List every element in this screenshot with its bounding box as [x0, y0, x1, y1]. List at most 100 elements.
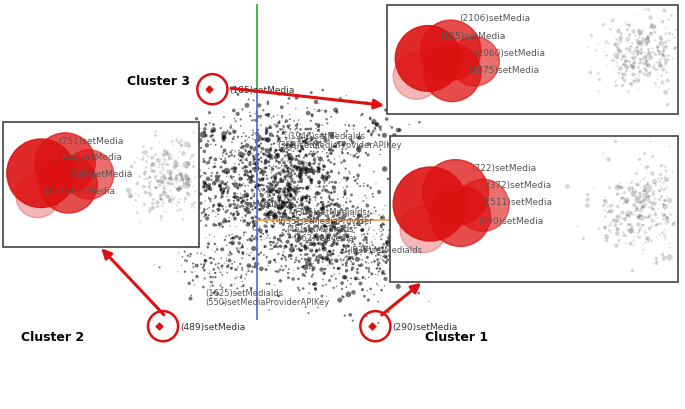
- Point: [255, 166, 266, 172]
- Point: [177, 179, 188, 185]
- Point: [279, 149, 290, 155]
- Point: [236, 141, 247, 147]
- Point: [296, 240, 307, 247]
- Point: [242, 220, 253, 226]
- Point: [304, 265, 315, 272]
- Point: [146, 162, 157, 169]
- Point: [290, 204, 301, 210]
- Point: [237, 160, 248, 166]
- Point: [630, 45, 641, 51]
- Point: [306, 149, 316, 155]
- Point: [255, 201, 266, 208]
- Point: [366, 216, 377, 223]
- Point: [648, 260, 659, 266]
- Point: [150, 173, 161, 180]
- Point: [329, 234, 340, 240]
- Point: [340, 122, 351, 129]
- Point: [298, 194, 309, 201]
- Point: [621, 64, 632, 70]
- Point: [150, 174, 161, 181]
- Point: [342, 175, 353, 182]
- Point: [163, 161, 174, 168]
- Point: [634, 61, 645, 67]
- Point: [294, 169, 305, 175]
- Point: [325, 190, 336, 196]
- Point: [644, 64, 655, 70]
- Point: [164, 174, 175, 180]
- Point: [279, 254, 290, 261]
- Point: [188, 164, 199, 170]
- Point: [324, 193, 335, 199]
- Point: [301, 204, 312, 211]
- Point: [641, 235, 652, 241]
- Point: [656, 36, 667, 43]
- Point: [313, 181, 324, 187]
- Point: [266, 222, 277, 229]
- Point: [208, 122, 219, 128]
- Point: [309, 155, 320, 161]
- Point: [374, 189, 385, 196]
- Point: [290, 231, 301, 238]
- Point: [264, 189, 275, 195]
- Point: [273, 159, 284, 166]
- Point: [661, 101, 672, 108]
- Point: [393, 259, 403, 266]
- Point: [371, 247, 382, 253]
- Point: [390, 256, 401, 263]
- Point: [164, 155, 175, 162]
- Point: [302, 185, 313, 191]
- Point: [169, 171, 179, 177]
- Ellipse shape: [16, 175, 60, 218]
- Point: [310, 160, 321, 166]
- Point: [230, 166, 241, 173]
- Point: [236, 195, 247, 202]
- Point: [634, 234, 645, 241]
- Point: [279, 195, 290, 202]
- Point: [660, 184, 671, 191]
- Point: [290, 193, 301, 199]
- Point: [619, 218, 630, 224]
- Point: [302, 256, 313, 263]
- Point: [237, 241, 248, 248]
- Point: [278, 167, 289, 174]
- Point: [148, 162, 159, 168]
- Point: [605, 222, 616, 229]
- Point: [342, 233, 353, 240]
- Point: [189, 178, 200, 185]
- Point: [279, 227, 290, 234]
- Point: [327, 251, 338, 257]
- Point: [256, 250, 266, 256]
- Point: [156, 177, 167, 183]
- Point: [185, 252, 196, 258]
- Point: [312, 253, 323, 259]
- Point: [199, 206, 210, 213]
- Point: [642, 38, 653, 45]
- Point: [339, 158, 350, 165]
- Point: [664, 31, 675, 37]
- Point: [266, 246, 277, 252]
- Point: [291, 123, 302, 130]
- Point: [368, 217, 379, 224]
- Point: [325, 147, 336, 153]
- Point: [306, 218, 316, 225]
- Point: [314, 184, 325, 190]
- Point: [296, 177, 307, 183]
- Point: [306, 168, 316, 175]
- Point: [253, 144, 264, 150]
- Point: [268, 213, 279, 220]
- Point: [293, 239, 304, 246]
- Point: [251, 266, 262, 272]
- Point: [221, 182, 232, 188]
- Point: [247, 204, 258, 210]
- Point: [269, 177, 280, 183]
- Point: [258, 206, 269, 213]
- Point: [253, 231, 264, 238]
- Point: [305, 214, 316, 221]
- Point: [221, 218, 232, 224]
- Point: [324, 277, 335, 284]
- Point: [153, 158, 164, 164]
- Point: [395, 255, 406, 261]
- Point: [269, 207, 280, 214]
- Point: [340, 211, 351, 218]
- Point: [340, 232, 351, 238]
